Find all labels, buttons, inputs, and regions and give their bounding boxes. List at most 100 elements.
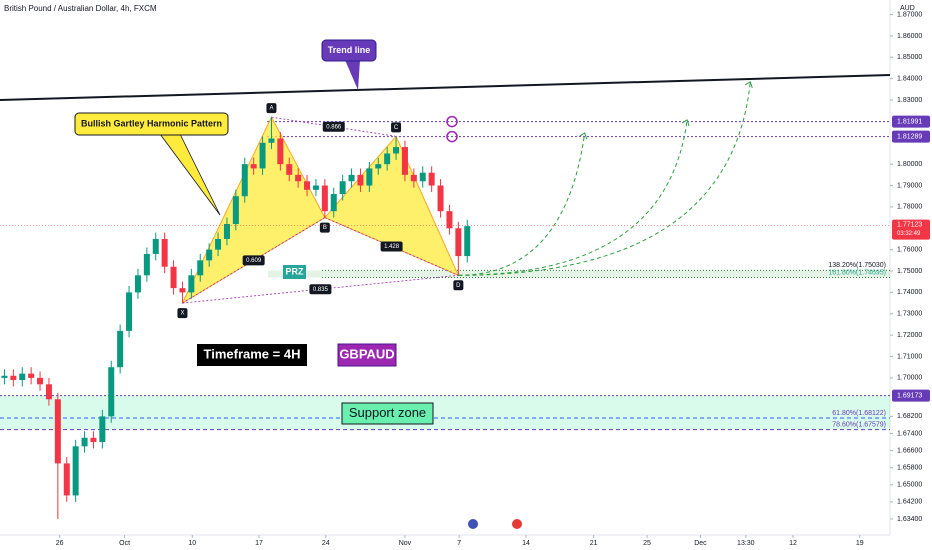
candle-body: [428, 172, 435, 186]
candle-body: [37, 377, 44, 385]
candle-body: [455, 228, 462, 257]
candle-body: [99, 416, 106, 443]
point-label: B: [323, 225, 327, 231]
prz-box: [283, 265, 306, 279]
candle-body: [143, 253, 150, 276]
target-marker: [446, 130, 458, 143]
candle-body: [437, 185, 444, 212]
candle-body: [321, 185, 328, 212]
candle-body: [410, 174, 417, 182]
ratio-line: [271, 116, 397, 137]
candle-body: [304, 181, 311, 190]
level-tag: [892, 130, 930, 143]
y-tick-label: 1.65000: [897, 482, 922, 489]
candle-body: [464, 226, 471, 257]
ratio-box: [242, 255, 265, 266]
ratio-box: [380, 241, 403, 252]
candle-body: [179, 288, 186, 293]
x-tick-label: 26: [56, 540, 64, 547]
annotation-box: [337, 343, 397, 367]
x-tick-label: 25: [643, 540, 651, 547]
last-price-label: 1.77123: [897, 221, 922, 228]
fib-label: 138.20%(1.75030): [828, 262, 886, 269]
x-tick-label: Dec: [694, 540, 707, 547]
y-tick-label: 1.84000: [897, 76, 922, 83]
candle-body: [161, 238, 168, 267]
candle-body: [312, 185, 319, 190]
level-label: 1.81991: [897, 118, 922, 125]
candle-body: [375, 164, 382, 169]
event-flag[interactable]: [512, 519, 522, 529]
x-tick-label: 24: [322, 540, 330, 547]
fib-label: 78.60%(1.67579): [832, 421, 886, 428]
countdown: 03:32:49: [897, 231, 921, 237]
x-tick-label: 17: [255, 540, 263, 547]
y-tick-label: 1.64200: [897, 499, 922, 506]
candle-body: [63, 463, 70, 496]
candle-body: [419, 172, 426, 182]
pattern-name: Bullish Gartley Harmonic Pattern: [81, 118, 222, 128]
support-tag-label: 1.69173: [897, 392, 922, 399]
callout-pointer: [345, 60, 360, 90]
ratio-label: 0.866: [326, 124, 342, 130]
point-box: [453, 280, 464, 291]
event-flag[interactable]: [468, 519, 478, 529]
point-box: [319, 222, 330, 233]
candle-body: [72, 446, 79, 496]
candle-body: [295, 174, 302, 182]
y-tick-label: 1.68200: [897, 413, 922, 420]
point-label: A: [269, 106, 273, 112]
target-marker: [446, 115, 458, 128]
candle-body: [339, 181, 346, 195]
point-label: D: [456, 283, 461, 289]
y-tick-label: 1.63400: [897, 516, 922, 523]
ratio-label: 0.835: [313, 287, 329, 293]
prz-zone: [268, 270, 890, 278]
candle-body: [232, 196, 239, 225]
candle-body: [188, 275, 195, 293]
currency: AUD: [900, 5, 915, 12]
callout-box: [321, 39, 377, 62]
fib-label: 61.80%(1.68122): [832, 410, 886, 417]
y-tick-label: 1.72000: [897, 332, 922, 339]
point-box: [177, 308, 188, 319]
annotation: Timeframe = 4H: [204, 346, 301, 361]
y-tick-label: 1.78000: [897, 204, 922, 211]
y-tick-label: 1.79000: [897, 182, 922, 189]
candle-body: [170, 266, 177, 289]
candle-body: [286, 164, 293, 175]
candle-body: [54, 399, 61, 464]
annotation: GBPAUD: [339, 346, 394, 361]
y-tick-label: 1.85000: [897, 54, 922, 61]
support-tag: [892, 389, 930, 402]
candle-body: [250, 164, 257, 169]
callout-box: [74, 112, 229, 136]
y-tick-label: 1.65800: [897, 465, 922, 472]
y-tick-label: 1.80000: [897, 161, 922, 168]
y-tick-label: 1.74000: [897, 289, 922, 296]
candle-body: [90, 437, 97, 443]
candle-body: [126, 292, 133, 331]
candle-body: [348, 174, 355, 182]
y-tick-label: 1.67400: [897, 430, 922, 437]
candle-body: [366, 168, 373, 186]
y-tick-label: 1.66600: [897, 447, 922, 454]
point-label: C: [394, 125, 399, 131]
candle-body: [152, 238, 159, 254]
candle-body: [19, 373, 26, 381]
y-tick-label: 1.86000: [897, 33, 922, 40]
candle-body: [206, 249, 213, 261]
point-box: [266, 103, 277, 114]
y-tick-label: 1.87000: [897, 11, 922, 18]
candle-body: [241, 164, 248, 197]
trend-line: [0, 74, 891, 102]
candle-body: [277, 138, 284, 165]
support-label-box: [341, 402, 434, 425]
candle-body: [28, 373, 35, 378]
chart-title: British Pound / Australian Dollar, 4h, F…: [4, 4, 157, 13]
level-tag: [892, 115, 930, 128]
candle-body: [81, 437, 88, 447]
candle-body: [223, 224, 230, 239]
ratio-box: [322, 121, 345, 132]
candle-body: [1, 375, 8, 378]
